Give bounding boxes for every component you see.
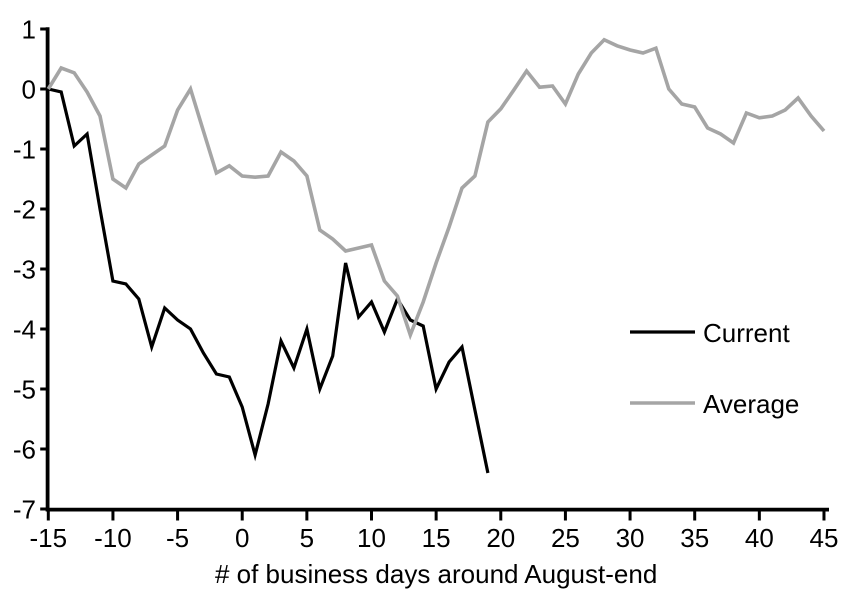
x-axis-tick-label: 45 (810, 523, 839, 553)
x-axis-tick-label: 40 (745, 523, 774, 553)
y-axis-tick-label: 1 (22, 15, 36, 45)
x-axis-tick-label: 35 (680, 523, 709, 553)
x-axis-tick-label: 10 (357, 523, 386, 553)
series-line-current (47, 87, 490, 474)
y-axis-tick-label: 0 (22, 75, 36, 105)
x-axis-title: # of business days around August-end (215, 559, 657, 589)
y-axis-tick-label: -5 (13, 375, 36, 405)
y-axis-tick-label: -2 (13, 195, 36, 225)
x-axis-tick-label: -15 (30, 523, 68, 553)
x-axis-tick-label: 30 (616, 523, 645, 553)
y-axis-tick-label: -7 (13, 495, 36, 525)
y-axis-tick-label: -1 (13, 135, 36, 165)
x-axis-tick-label: 20 (486, 523, 515, 553)
x-axis-tick-label: 15 (422, 523, 451, 553)
legend-label-average: Average (703, 389, 799, 419)
x-axis-tick-label: -5 (166, 523, 189, 553)
x-axis-tick-label: 25 (551, 523, 580, 553)
x-axis-tick-label: -10 (94, 523, 132, 553)
y-axis-tick-label: -3 (13, 255, 36, 285)
series-line-average (46, 37, 826, 341)
y-axis-tick-label: -4 (13, 315, 36, 345)
legend-label-current: Current (703, 318, 790, 348)
x-axis-tick-label: 5 (300, 523, 314, 553)
x-axis-tick-label: 0 (235, 523, 249, 553)
y-axis-tick-label: -6 (13, 435, 36, 465)
